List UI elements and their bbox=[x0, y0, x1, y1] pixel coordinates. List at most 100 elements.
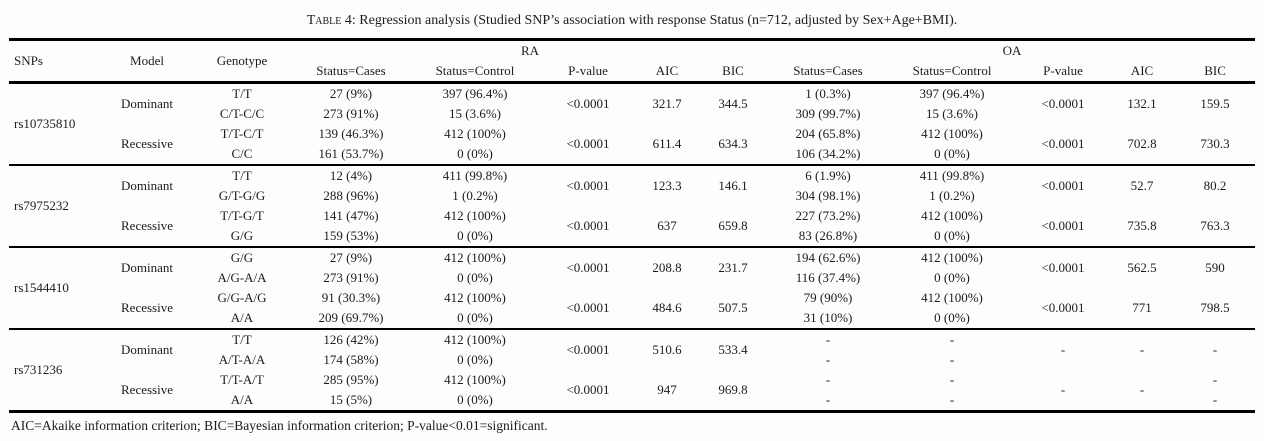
oa-bic-cell: - bbox=[1212, 372, 1218, 387]
oa-aic-cell: 562.5 bbox=[1109, 246, 1176, 288]
table-title-text: Regression analysis (Studied SNP’s assoc… bbox=[359, 13, 958, 28]
ra-status-cases-cell: 288 (96%) bbox=[323, 188, 379, 203]
ra-aic-cell: 611.4 bbox=[652, 136, 682, 151]
oa-status-control-cell: 0 (0%) bbox=[934, 310, 970, 325]
oa-aic-cell: - bbox=[1109, 328, 1176, 370]
genotype-cell: G/G-A/G bbox=[217, 290, 267, 305]
table-row: Recessive T/T-G/T 141 (47%) 412 (100%) <0.00… bbox=[9, 206, 1255, 233]
model-cell: Dominant bbox=[101, 164, 193, 206]
ra-status-control-cell: 1 (0.2%) bbox=[452, 188, 498, 203]
oa-status-cases-cell: 194 (62.6%) bbox=[769, 246, 888, 268]
oa-aic-cell: 52.7 bbox=[1109, 164, 1176, 206]
table-row: G/G 159 (53%) 0 (0%) 83 (26.8%) 0 (0%) bbox=[9, 226, 1255, 247]
table-row: rs7975232 Dominant T/T 12 (4%) 411 (99.8%) <0… bbox=[9, 164, 1256, 247]
oa-status-cases-cell: 106 (34.2%) bbox=[795, 146, 861, 161]
ra-status-control-cell: 412 (100%) bbox=[444, 290, 506, 305]
genotype-cell: C/T-C/C bbox=[219, 106, 265, 121]
oa-status-cases-cell: 6 (1.9%) bbox=[769, 164, 888, 186]
model-cell: Recessive bbox=[121, 136, 173, 151]
table-header: SNPs Model Genotype RA OA Status=Cases S… bbox=[9, 40, 1256, 83]
col-header-ra-status-control: Status=Control bbox=[435, 63, 515, 78]
oa-status-cases-cell: 204 (65.8%) bbox=[795, 126, 861, 141]
oa-status-cases-cell: 116 (37.4%) bbox=[795, 270, 861, 285]
table-row: rs10735810 Dominant T/T 27 (9%) 397 (96.4%) <… bbox=[9, 83, 1255, 131]
col-header-ra-bic: BIC bbox=[722, 63, 744, 78]
oa-status-cases-cell: 83 (26.8%) bbox=[798, 228, 858, 243]
ra-bic-cell: 344.5 bbox=[718, 96, 748, 111]
ra-status-cases-cell: 209 (69.7%) bbox=[318, 310, 384, 325]
table-row: C/T-C/C 273 (91%) 15 (3.6%) 309 (99.7%) 15 (… bbox=[9, 104, 1255, 124]
ra-aic-cell: 321.7 bbox=[652, 96, 682, 111]
model-cell: Dominant bbox=[101, 328, 193, 370]
regression-table: SNPs Model Genotype RA OA Status=Cases S… bbox=[9, 38, 1256, 413]
ra-status-control-cell: 0 (0%) bbox=[457, 228, 493, 243]
oa-status-control-cell: 411 (99.8%) bbox=[887, 164, 1018, 186]
genotype-cell: T/T bbox=[193, 328, 291, 350]
genotype-cell: T/T-G/T bbox=[220, 208, 264, 223]
oa-status-control-cell: 412 (100%) bbox=[887, 246, 1018, 268]
genotype-cell: T/T-A/T bbox=[220, 372, 264, 387]
col-header-ra-status-cases: Status=Cases bbox=[316, 63, 386, 78]
ra-status-cases-cell: 12 (4%) bbox=[291, 164, 411, 186]
table-body: rs10735810 Dominant T/T 27 (9%) 397 (96.4%) <… bbox=[9, 83, 1256, 412]
ra-status-control-cell: 412 (100%) bbox=[444, 372, 506, 387]
oa-bic-cell: 590 bbox=[1175, 246, 1256, 288]
oa-status-control-cell: - bbox=[949, 372, 955, 387]
ra-aic-cell: 510.6 bbox=[637, 328, 697, 370]
snp-cell: rs10735810 bbox=[14, 116, 76, 131]
oa-pvalue-cell: <0.0001 bbox=[1041, 218, 1085, 233]
oa-bic-cell: - bbox=[1212, 392, 1218, 407]
oa-status-cases-cell: 227 (73.2%) bbox=[795, 208, 861, 223]
oa-bic-cell: 159.5 bbox=[1200, 96, 1230, 111]
oa-aic-cell: 132.1 bbox=[1127, 96, 1157, 111]
col-header-oa-bic: BIC bbox=[1204, 63, 1226, 78]
model-cell: Recessive bbox=[121, 300, 173, 315]
ra-status-cases-cell: 15 (5%) bbox=[329, 392, 373, 407]
oa-status-cases-cell: - bbox=[825, 392, 831, 407]
table-footnote: AIC=Akaike information criterion; BIC=Ba… bbox=[11, 418, 548, 433]
oa-status-control-cell: 0 (0%) bbox=[934, 146, 970, 161]
ra-status-cases-cell: 159 (53%) bbox=[323, 228, 379, 243]
oa-status-cases-cell: - bbox=[825, 372, 831, 387]
oa-bic-cell: 80.2 bbox=[1175, 164, 1256, 206]
oa-status-cases-cell: - bbox=[769, 328, 888, 350]
col-header-oa-status-control: Status=Control bbox=[912, 63, 992, 78]
ra-status-cases-cell: 126 (42%) bbox=[291, 328, 411, 350]
oa-aic-cell: 702.8 bbox=[1127, 136, 1157, 151]
oa-status-control-cell: 15 (3.6%) bbox=[926, 106, 979, 121]
ra-status-control-cell: 15 (3.6%) bbox=[449, 106, 501, 121]
oa-pvalue-cell: <0.0001 bbox=[1017, 246, 1110, 288]
genotype-cell: A/T-A/A bbox=[218, 352, 266, 367]
oa-aic-cell: - bbox=[1139, 382, 1145, 397]
group-header-ra: RA bbox=[520, 43, 540, 58]
oa-bic-cell: 763.3 bbox=[1200, 218, 1230, 233]
ra-status-cases-cell: 27 (9%) bbox=[291, 246, 411, 268]
ra-pvalue-cell: <0.0001 bbox=[566, 218, 610, 233]
oa-pvalue-cell: <0.0001 bbox=[1041, 136, 1085, 151]
ra-pvalue-cell: <0.0001 bbox=[566, 382, 610, 397]
table-row: A/A 209 (69.7%) 0 (0%) 31 (10%) 0 (0%) bbox=[9, 308, 1255, 329]
ra-status-cases-cell: 27 (9%) bbox=[329, 86, 373, 101]
table-row: rs1544410 Dominant G/G 27 (9%) 412 (100%) <0.… bbox=[9, 246, 1256, 329]
ra-status-control-cell: 0 (0%) bbox=[457, 352, 493, 367]
ra-pvalue-cell: <0.0001 bbox=[539, 246, 637, 288]
ra-status-control-cell: 0 (0%) bbox=[457, 310, 493, 325]
table-row: A/G-A/A 273 (91%) 0 (0%) 116 (37.4%) 0 (0%) bbox=[9, 268, 1255, 288]
ra-bic-cell: 634.3 bbox=[718, 136, 748, 151]
oa-pvalue-cell: <0.0001 bbox=[1017, 164, 1110, 206]
ra-status-cases-cell: 141 (47%) bbox=[323, 208, 379, 223]
oa-status-control-cell: 412 (100%) bbox=[921, 126, 983, 141]
col-header-oa-pvalue: P-value bbox=[1043, 63, 1083, 78]
oa-status-cases-cell: 79 (90%) bbox=[803, 290, 853, 305]
ra-status-control-cell: 412 (100%) bbox=[411, 328, 539, 350]
table-row: C/C 161 (53.7%) 0 (0%) 106 (34.2%) 0 (0%) bbox=[9, 144, 1255, 165]
ra-pvalue-cell: <0.0001 bbox=[566, 136, 610, 151]
ra-status-cases-cell: 91 (30.3%) bbox=[321, 290, 381, 305]
table-row: rs731236 Dominant T/T 126 (42%) 412 (100%) <0… bbox=[9, 328, 1256, 412]
ra-bic-cell: 969.8 bbox=[718, 382, 748, 397]
col-header-genotype: Genotype bbox=[216, 53, 268, 68]
oa-status-cases-cell: - bbox=[825, 352, 831, 367]
ra-status-cases-cell: 174 (58%) bbox=[323, 352, 379, 367]
header-row-groups: SNPs Model Genotype RA OA bbox=[9, 40, 1255, 68]
ra-status-cases-cell: 139 (46.3%) bbox=[318, 126, 384, 141]
